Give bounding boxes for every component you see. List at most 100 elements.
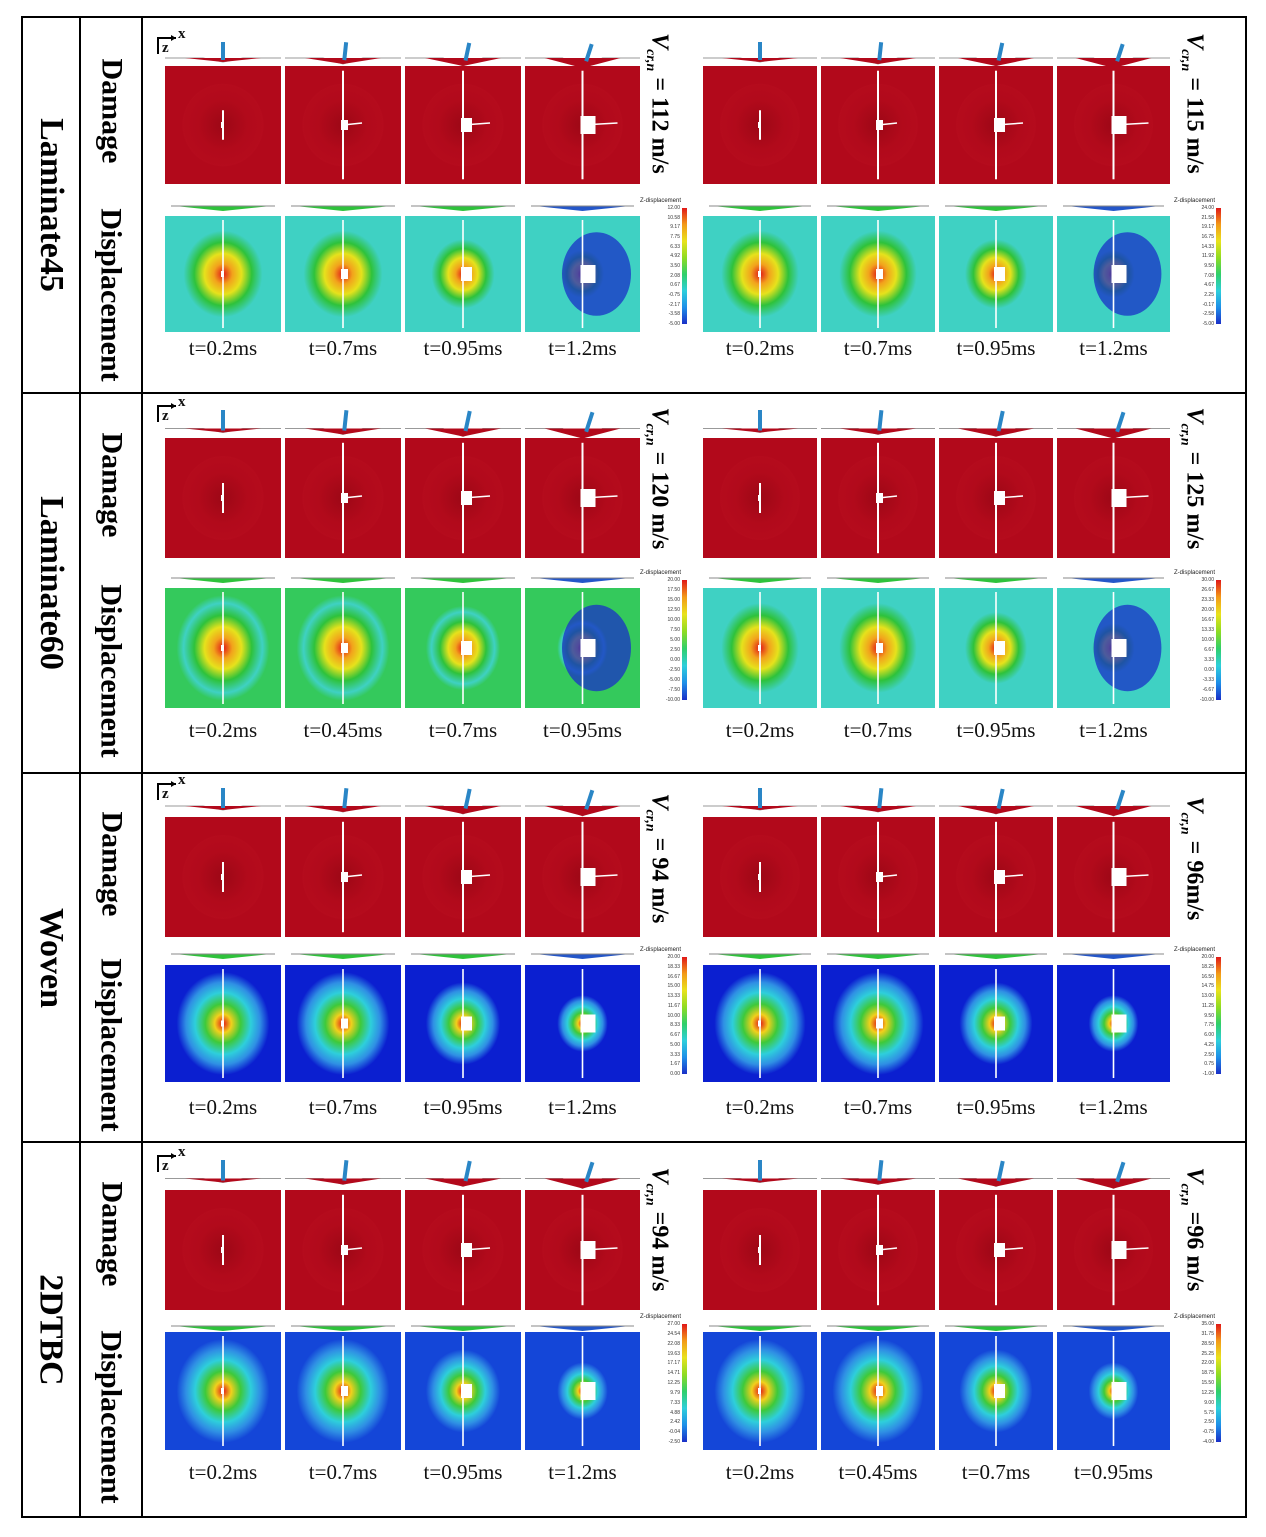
- side-view-displacement: [1067, 1326, 1160, 1331]
- side-view-displacement: [949, 1326, 1043, 1331]
- time-label: t=0.95ms: [956, 1095, 1036, 1119]
- projectile-marker: [584, 411, 595, 433]
- colorbar-tick: 22.00: [1201, 1360, 1214, 1367]
- side-view-deformation: [958, 428, 1034, 437]
- damage-hole: [758, 271, 761, 277]
- colorbar-tick: 2.42: [670, 1419, 680, 1426]
- damage-hole: [758, 645, 761, 651]
- colorbar-tick: 6.33: [670, 243, 680, 250]
- time-label: t=0.2ms: [188, 1460, 258, 1484]
- damage-row-label: Damage: [80, 1146, 142, 1321]
- side-view-deformation: [1075, 806, 1152, 816]
- side-view-displacement: [535, 206, 630, 211]
- colorbar-tick: 8.33: [670, 1022, 680, 1029]
- side-view-displacement: [175, 206, 271, 211]
- damage-hole: [758, 1020, 761, 1027]
- colorbar-tick: 6.00: [1204, 1032, 1214, 1038]
- side-view-displacement: [1067, 206, 1160, 211]
- damage-row-label: Damage: [80, 21, 142, 200]
- velocity-label: Vcr,n = 115 m/s: [1177, 33, 1208, 174]
- damage-hole: [461, 641, 472, 655]
- colorbar-tick: 12.50: [667, 607, 680, 613]
- colorbar-tick: 0.00: [1204, 667, 1214, 673]
- negative-displacement-zone: [1093, 604, 1162, 692]
- colorbar-tick: 20.00: [1201, 954, 1214, 960]
- damage-hole: [876, 1018, 883, 1029]
- projectile-marker: [996, 410, 1005, 432]
- damage-hole: [994, 1016, 1005, 1031]
- axis-z-label: z: [162, 40, 169, 56]
- colorbar-tick: 3.33: [670, 1051, 680, 1058]
- colorbar-tick: -2.50: [668, 1439, 680, 1445]
- projectile-marker: [463, 42, 472, 61]
- side-view-displacement: [831, 954, 925, 959]
- colorbar: [682, 580, 687, 700]
- colorbar-tick: 9.50: [1204, 263, 1214, 269]
- projectile-marker: [463, 788, 472, 809]
- projectile-marker: [221, 1160, 225, 1181]
- axis-z-label: z: [162, 408, 169, 424]
- colorbar-tick: 2.50: [1204, 1051, 1214, 1058]
- projectile-marker: [342, 788, 349, 809]
- colorbar-tick: 16.67: [1201, 617, 1214, 623]
- side-view-displacement: [831, 578, 925, 583]
- side-view-displacement: [295, 954, 391, 959]
- colorbar-tick: -2.17: [668, 301, 680, 308]
- colorbar-tick: 27.00: [667, 1321, 680, 1327]
- damage-row-label: Damage: [80, 777, 142, 951]
- projectile-marker: [877, 1160, 884, 1181]
- colorbar-tick: 9.79: [670, 1389, 680, 1396]
- side-view-displacement: [713, 1326, 807, 1331]
- colorbar: [682, 1324, 687, 1442]
- damage-hole: [221, 1247, 224, 1253]
- colorbar-title: Z-displacement: [1174, 947, 1216, 953]
- displacement-row-label-text: Displacement: [95, 207, 128, 382]
- colorbar-tick: 26.67: [1201, 587, 1214, 593]
- colorbar-tick: 4.25: [1204, 1041, 1214, 1048]
- colorbar-tick: -2.58: [1202, 311, 1214, 318]
- colorbar-tick: 15.00: [667, 597, 680, 603]
- damage-hole: [580, 1382, 596, 1400]
- projectile-marker: [221, 788, 225, 808]
- colorbar-tick: 0.67: [670, 282, 680, 289]
- colorbar-tick: 25.25: [1201, 1350, 1214, 1357]
- negative-displacement-zone: [1093, 232, 1162, 316]
- time-label: t=0.2ms: [188, 718, 258, 742]
- damage-hole: [221, 122, 224, 128]
- colorbar-tick: 23.33: [1201, 597, 1214, 603]
- side-view-deformation: [425, 58, 501, 66]
- time-label: t=0.7ms: [308, 336, 378, 360]
- time-label: t=0.7ms: [961, 1460, 1031, 1484]
- axis-x-label: x: [178, 772, 186, 788]
- side-view-deformation: [544, 1178, 621, 1189]
- colorbar-tick: -5.00: [668, 677, 680, 683]
- time-label: t=0.7ms: [843, 336, 913, 360]
- negative-displacement-zone: [562, 232, 631, 316]
- colorbar-tick: 31.75: [1201, 1330, 1214, 1337]
- displacement-row-label-text: Displacement: [95, 1330, 128, 1504]
- colorbar-tick: 7.75: [1204, 1022, 1214, 1029]
- axis-glyph: [157, 37, 176, 54]
- colorbar-tick: 4.92: [670, 253, 680, 260]
- colorbar-title: Z-displacement: [1174, 198, 1216, 204]
- section-label: Laminate45: [22, 17, 80, 393]
- projectile-marker: [342, 42, 349, 61]
- damage-hole: [876, 1386, 883, 1396]
- colorbar: [682, 957, 687, 1074]
- velocity-label: Vcr,n = 120 m/s: [642, 407, 673, 550]
- time-label: t=0.2ms: [725, 1095, 795, 1119]
- time-label: t=0.2ms: [188, 1095, 258, 1119]
- side-view-displacement: [831, 1326, 925, 1331]
- projectile-marker: [1115, 43, 1125, 62]
- colorbar-tick: 24.54: [667, 1330, 680, 1337]
- axis-glyph: [157, 783, 176, 800]
- damage-hole: [461, 1384, 472, 1398]
- damage-hole: [758, 495, 761, 501]
- colorbar-tick: 35.00: [1201, 1321, 1214, 1327]
- colorbar-tick: 10.58: [667, 214, 680, 221]
- side-view-deformation: [840, 806, 916, 812]
- colorbar-tick: 12.25: [667, 1380, 680, 1386]
- colorbar-tick: -0.17: [1202, 301, 1214, 308]
- colorbar-tick: 7.33: [670, 1399, 680, 1406]
- side-view-displacement: [535, 578, 630, 583]
